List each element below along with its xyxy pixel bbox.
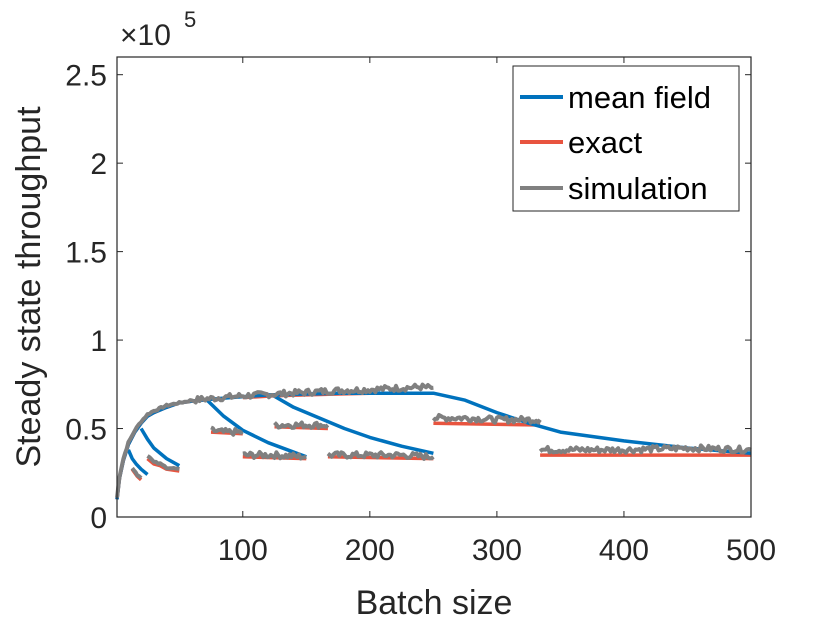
y-tick-label: 0.5 [65,414,107,447]
plot-box [116,56,752,518]
series-line-simulation [273,420,330,430]
y-axis-title: Steady state throughput [10,106,48,468]
series-line-exact [115,397,212,500]
series-line-exact [433,421,541,427]
legend-label-exact: exact [568,125,642,160]
x-tick-label: 100 [218,534,268,567]
y-tick-label: 2 [90,148,107,181]
series-line-simulation [538,443,752,455]
x-tick-label: 400 [599,534,649,567]
series-line-simulation [210,425,244,437]
series-line-mean-field [126,449,149,476]
x-tick-label: 200 [345,534,395,567]
series-line-simulation [130,466,143,480]
y-tick-label: 1.5 [65,237,107,270]
y-exponent-base: ×10 [120,19,171,52]
y-tick-label: 1 [90,325,107,358]
y-tick-label: 0 [90,502,107,535]
series-line-simulation [431,413,542,425]
y-tick-label: 2.5 [65,60,107,93]
legend-label-mean-field: mean field [568,80,711,115]
series-line-simulation [326,450,435,461]
series-line-simulation [242,450,307,461]
series-line-mean-field [271,393,434,456]
series-line-mean-field [139,427,181,468]
series-line-simulation [146,454,180,472]
legend: mean field exact simulation [512,65,740,212]
x-axis-title: Batch size [356,584,513,622]
x-tick-label: 500 [726,534,776,567]
x-tick-label: 300 [472,534,522,567]
series-line-simulation [115,382,434,498]
axis-ticks: 100 200 300 400 500 0 0.5 1 1.5 2 2.5 [65,57,776,567]
plot-lines [115,382,752,500]
legend-label-simulation: simulation [568,171,708,206]
series-line-mean-field [205,398,307,459]
y-exponent-power: 5 [184,7,196,32]
